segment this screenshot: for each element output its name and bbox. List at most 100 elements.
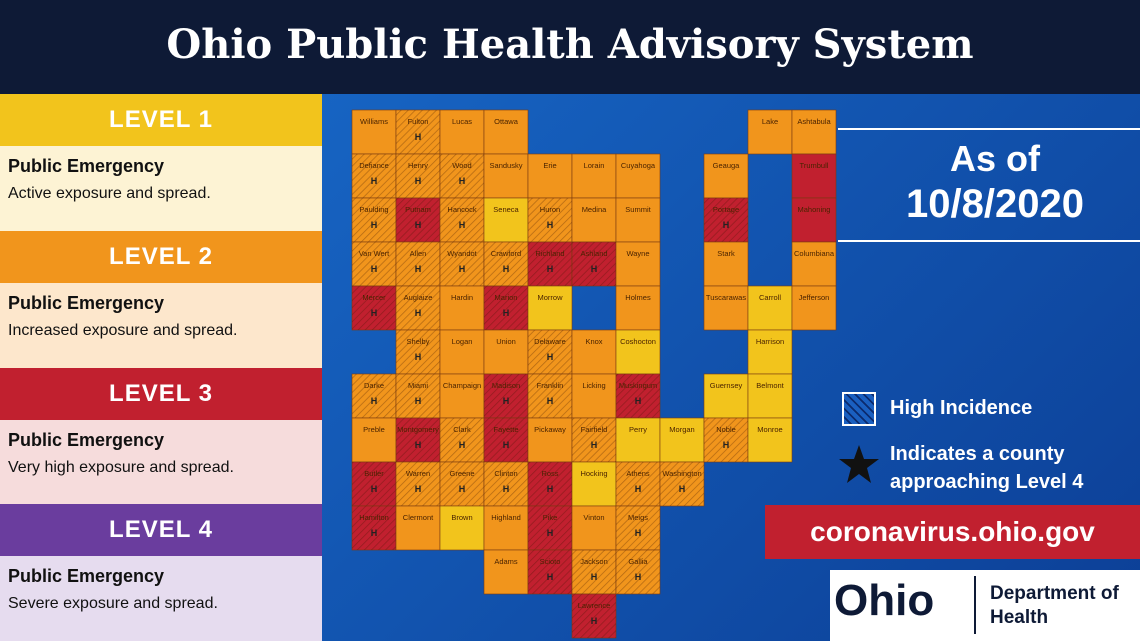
- county-name: Butler: [364, 469, 384, 478]
- county-area: [703, 373, 749, 419]
- county-area: [791, 285, 837, 331]
- county-area: [659, 417, 705, 463]
- county-name: Pickaway: [534, 425, 566, 434]
- level: LEVEL 1 Public Emergency Active exposure a…: [0, 94, 322, 231]
- county: Monroe: [747, 417, 793, 463]
- county-name: Brown: [451, 513, 472, 522]
- county: Fayette H: [483, 417, 529, 463]
- county-area: [747, 109, 793, 155]
- county-name: Morrow: [537, 293, 563, 302]
- county-area: [747, 373, 793, 419]
- high-incidence-mark: H: [547, 352, 554, 362]
- county-area: [615, 241, 661, 287]
- high-incidence-hatch: [396, 198, 440, 242]
- county-area: [527, 417, 573, 463]
- county: Hocking: [571, 461, 617, 507]
- high-incidence-hatch: [396, 418, 440, 462]
- county: Putnam H: [395, 197, 441, 243]
- high-incidence-hatch: [572, 550, 616, 594]
- county-name: Madison: [492, 381, 520, 390]
- county: Athens H: [615, 461, 661, 507]
- county-name: Holmes: [625, 293, 651, 302]
- high-incidence-mark: H: [547, 528, 554, 538]
- high-incidence-hatch: [528, 506, 572, 550]
- county: Sandusky: [483, 153, 529, 199]
- county: Seneca: [483, 197, 529, 243]
- county-name: Stark: [717, 249, 735, 258]
- logo-box: Ohio Department of Health: [830, 570, 1140, 641]
- high-incidence-mark: H: [635, 528, 642, 538]
- county-name: Clermont: [403, 513, 434, 522]
- county-name: Montgomery: [397, 425, 439, 434]
- high-incidence-hatch: [352, 286, 396, 330]
- county: Lucas: [439, 109, 485, 155]
- high-incidence-mark: H: [503, 308, 510, 318]
- county: Cuyahoga: [615, 153, 661, 199]
- county-area: [703, 285, 749, 331]
- high-incidence-hatch: [616, 506, 660, 550]
- high-incidence-mark: H: [547, 264, 554, 274]
- county-name: Geauga: [713, 161, 741, 170]
- county-name: Hamilton: [359, 513, 389, 522]
- high-incidence-mark: H: [547, 572, 554, 582]
- county: Hamilton H: [351, 505, 397, 551]
- county-name: Carroll: [759, 293, 781, 302]
- county-name: Jefferson: [799, 293, 830, 302]
- divider: [838, 240, 1140, 242]
- county: Gallia H: [615, 549, 661, 595]
- county-name: Lorain: [584, 161, 605, 170]
- county-area: [439, 285, 485, 331]
- county-name: Vinton: [583, 513, 604, 522]
- county-name: Monroe: [757, 425, 782, 434]
- county: Holmes: [615, 285, 661, 331]
- high-incidence-hatch: [352, 198, 396, 242]
- high-incidence-mark: H: [415, 440, 422, 450]
- county-area: [747, 285, 793, 331]
- high-incidence-mark: H: [503, 396, 510, 406]
- county-name: Auglaize: [404, 293, 433, 302]
- high-incidence-mark: H: [415, 176, 422, 186]
- county: Columbiana: [791, 241, 837, 287]
- county: Guernsey: [703, 373, 749, 419]
- county-name: Knox: [585, 337, 602, 346]
- county-name: Marion: [495, 293, 518, 302]
- county: Huron H: [527, 197, 573, 243]
- county-name: Clark: [453, 425, 471, 434]
- high-incidence-mark: H: [679, 484, 686, 494]
- county-name: Perry: [629, 425, 647, 434]
- high-incidence-mark: H: [503, 484, 510, 494]
- county-name: Van Wert: [359, 249, 390, 258]
- level-heading: Public Emergency: [8, 429, 165, 450]
- county-name: Morgan: [669, 425, 694, 434]
- county: Van Wert H: [351, 241, 397, 287]
- county-name: Fayette: [493, 425, 518, 434]
- county: Highland: [483, 505, 529, 551]
- county: Washington H: [659, 461, 705, 507]
- county-name: Pike: [543, 513, 558, 522]
- high-incidence-hatch: [396, 286, 440, 330]
- level-description: Active exposure and spread.: [8, 185, 211, 202]
- county-name: Putnam: [405, 205, 431, 214]
- high-incidence-mark: H: [723, 440, 730, 450]
- high-incidence-hatch: [440, 198, 484, 242]
- levels-panel: LEVEL 1 Public Emergency Active exposure a…: [0, 94, 322, 641]
- county: Auglaize H: [395, 285, 441, 331]
- county-name: Jackson: [580, 557, 608, 566]
- website: coronavirus.ohio.gov: [765, 505, 1140, 559]
- high-incidence-mark: H: [415, 484, 422, 494]
- county-area: [791, 197, 837, 243]
- county: Mercer H: [351, 285, 397, 331]
- county: Erie: [527, 153, 573, 199]
- high-incidence-hatch: [396, 462, 440, 506]
- high-incidence-hatch: [572, 242, 616, 286]
- high-incidence-hatch: [484, 418, 528, 462]
- county-name: Portage: [713, 205, 739, 214]
- county-name: Miami: [408, 381, 428, 390]
- county-name: Greene: [449, 469, 474, 478]
- county-name: Guernsey: [710, 381, 743, 390]
- high-incidence-mark: H: [415, 396, 422, 406]
- high-incidence-hatch: [440, 418, 484, 462]
- county-name: Noble: [716, 425, 736, 434]
- high-incidence-mark: H: [371, 264, 378, 274]
- level: LEVEL 3 Public Emergency Very high exposur…: [0, 367, 322, 505]
